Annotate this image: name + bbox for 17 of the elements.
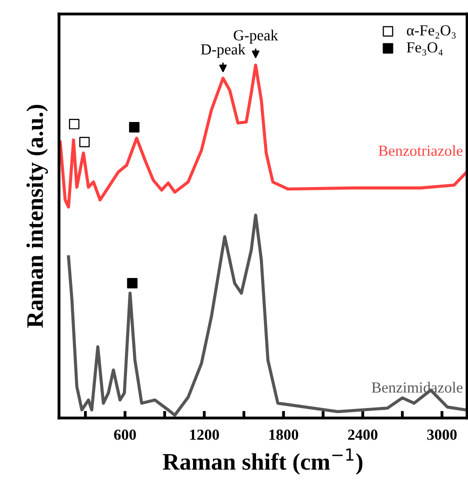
point — [79, 136, 90, 148]
point — [129, 122, 140, 132]
annotation: D-peak — [200, 44, 246, 58]
legend-label: Fe₃O₄ — [406, 42, 443, 56]
x-tick-label: 3000 — [427, 430, 457, 440]
x-tick-label: 2400 — [348, 430, 378, 440]
y-axis-title: Raman intensity (a.u.) — [26, 104, 48, 328]
x-tick-label: 1200 — [190, 430, 219, 440]
annotation: G-peak — [234, 30, 278, 44]
legend-label: α-Fe₂O₃ — [406, 25, 456, 39]
series-label: Benzotriazole — [378, 145, 462, 156]
x-tick-label: 600 — [114, 430, 136, 440]
x-axis-title: Raman shift (cm$^{−1}$) — [162, 448, 362, 475]
series-label: Benzimidazole — [372, 382, 462, 393]
x-tick-label: 1800 — [269, 430, 298, 440]
point — [68, 118, 80, 130]
point — [127, 278, 138, 288]
